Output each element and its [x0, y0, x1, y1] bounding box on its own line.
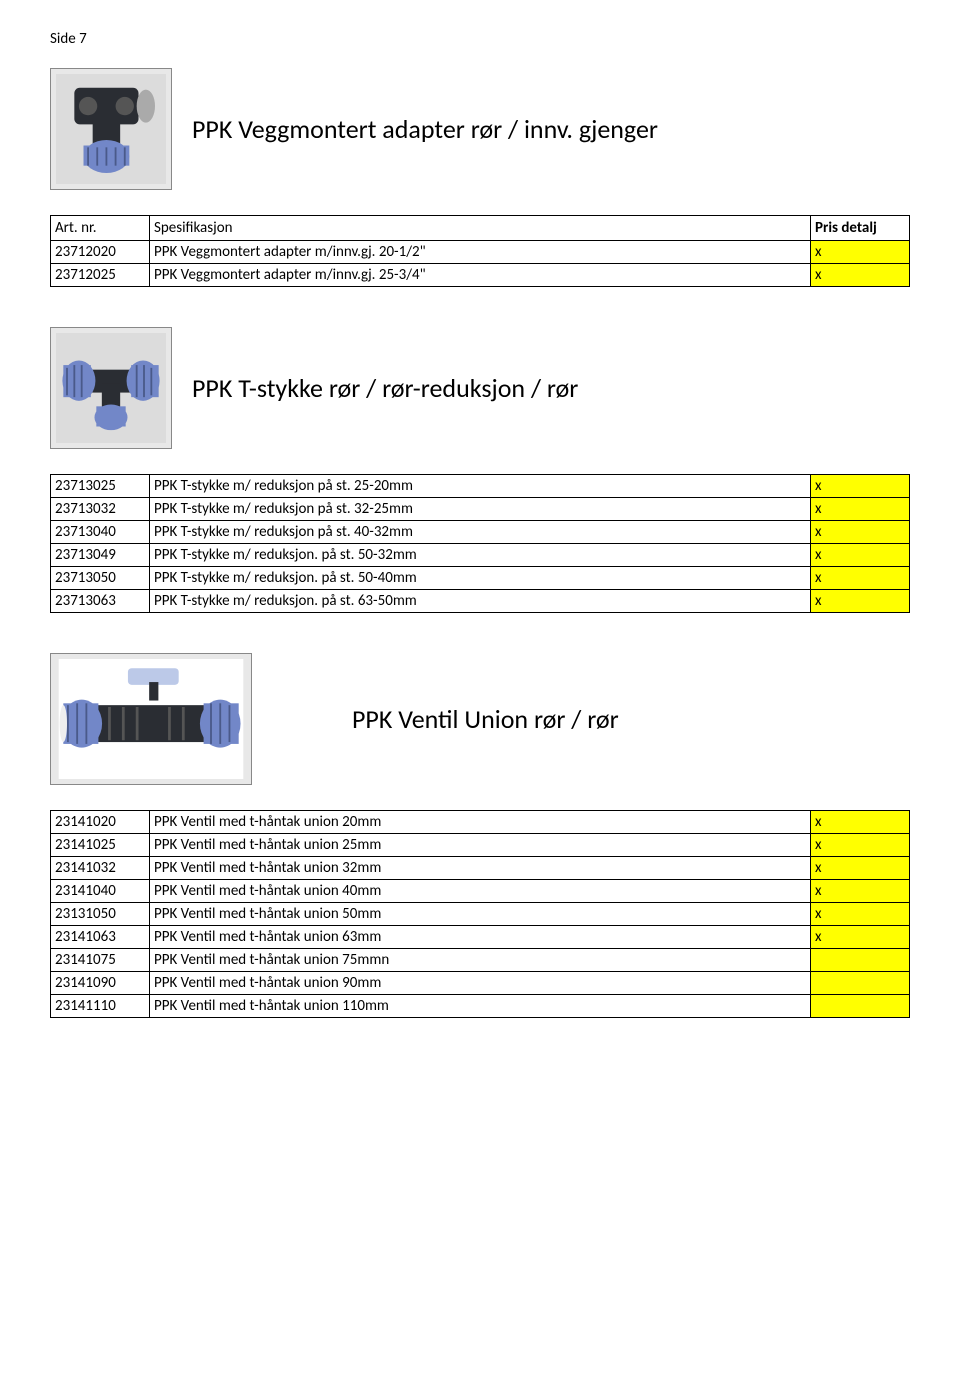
cell-spec: PPK Ventil med t-håntak union 20mm	[150, 811, 811, 834]
cell-spec: PPK Ventil med t-håntak union 32mm	[150, 857, 811, 880]
cell-pris: x	[811, 926, 910, 949]
cell-spec: PPK Ventil med t-håntak union 75mmn	[150, 949, 811, 972]
table-row: 23713049 PPK T-stykke m/ reduksjon. på s…	[51, 544, 910, 567]
table-row: 23712025 PPK Veggmontert adapter m/innv.…	[51, 264, 910, 287]
cell-spec: PPK T-stykke m/ reduksjon på st. 40-32mm	[150, 521, 811, 544]
cell-art: 23141025	[51, 834, 150, 857]
cell-pris: x	[811, 880, 910, 903]
cell-spec: PPK Ventil med t-håntak union 25mm	[150, 834, 811, 857]
cell-pris: x	[811, 544, 910, 567]
cell-pris: x	[811, 834, 910, 857]
cell-spec: PPK T-stykke m/ reduksjon på st. 25-20mm	[150, 475, 811, 498]
table-row: 23131050 PPK Ventil med t-håntak union 5…	[51, 903, 910, 926]
cell-art: 23141090	[51, 972, 150, 995]
product-table: 23713025 PPK T-stykke m/ reduksjon på st…	[50, 474, 910, 613]
cell-art: 23713025	[51, 475, 150, 498]
product-table: 23141020 PPK Ventil med t-håntak union 2…	[50, 810, 910, 1018]
cell-art: 23141020	[51, 811, 150, 834]
table-row: 23713025 PPK T-stykke m/ reduksjon på st…	[51, 475, 910, 498]
table-header-row: Art. nr. Spesifikasjon Pris detalj	[51, 216, 910, 241]
cell-pris	[811, 995, 910, 1018]
product-image	[50, 653, 252, 785]
cell-art: 23713049	[51, 544, 150, 567]
page-number: Side 7	[50, 30, 910, 48]
cell-pris	[811, 949, 910, 972]
cell-pris: x	[811, 475, 910, 498]
product-image	[50, 68, 172, 190]
cell-art: 23713032	[51, 498, 150, 521]
cell-spec: PPK Ventil med t-håntak union 110mm	[150, 995, 811, 1018]
table-row: 23713032 PPK T-stykke m/ reduksjon på st…	[51, 498, 910, 521]
cell-art: 23131050	[51, 903, 150, 926]
section-header: PPK Ventil Union rør / rør	[50, 653, 910, 785]
cell-art: 23141063	[51, 926, 150, 949]
cell-pris: x	[811, 590, 910, 613]
col-spec-header: Spesifikasjon	[150, 216, 811, 241]
table-row: 23141110 PPK Ventil med t-håntak union 1…	[51, 995, 910, 1018]
cell-spec: PPK T-stykke m/ reduksjon på st. 32-25mm	[150, 498, 811, 521]
cell-art: 23141032	[51, 857, 150, 880]
table-row: 23713040 PPK T-stykke m/ reduksjon på st…	[51, 521, 910, 544]
cell-art: 23712025	[51, 264, 150, 287]
cell-pris	[811, 972, 910, 995]
table-row: 23141075 PPK Ventil med t-håntak union 7…	[51, 949, 910, 972]
cell-spec: PPK T-stykke m/ reduksjon. på st. 50-40m…	[150, 567, 811, 590]
cell-spec: PPK Veggmontert adapter m/innv.gj. 20-1/…	[150, 241, 811, 264]
product-section: PPK Veggmontert adapter rør / innv. gjen…	[50, 68, 910, 287]
cell-spec: PPK Ventil med t-håntak union 63mm	[150, 926, 811, 949]
table-row: 23141032 PPK Ventil med t-håntak union 3…	[51, 857, 910, 880]
cell-pris: x	[811, 241, 910, 264]
cell-art: 23141040	[51, 880, 150, 903]
cell-art: 23713063	[51, 590, 150, 613]
product-image	[50, 327, 172, 449]
cell-art: 23141075	[51, 949, 150, 972]
cell-pris: x	[811, 521, 910, 544]
table-row: 23141020 PPK Ventil med t-håntak union 2…	[51, 811, 910, 834]
table-row: 23141025 PPK Ventil med t-håntak union 2…	[51, 834, 910, 857]
cell-spec: PPK T-stykke m/ reduksjon. på st. 50-32m…	[150, 544, 811, 567]
section-title: PPK Veggmontert adapter rør / innv. gjen…	[192, 113, 658, 145]
section-header: PPK Veggmontert adapter rør / innv. gjen…	[50, 68, 910, 190]
product-section: PPK Ventil Union rør / rør 23141020 PPK …	[50, 653, 910, 1018]
cell-pris: x	[811, 264, 910, 287]
product-section: PPK T-stykke rør / rør-reduksjon / rør 2…	[50, 327, 910, 613]
cell-pris: x	[811, 811, 910, 834]
col-art-header: Art. nr.	[51, 216, 150, 241]
table-row: 23713063 PPK T-stykke m/ reduksjon. på s…	[51, 590, 910, 613]
col-pris-header: Pris detalj	[811, 216, 910, 241]
table-row: 23141090 PPK Ventil med t-håntak union 9…	[51, 972, 910, 995]
cell-spec: PPK Ventil med t-håntak union 50mm	[150, 903, 811, 926]
cell-art: 23712020	[51, 241, 150, 264]
cell-art: 23141110	[51, 995, 150, 1018]
table-row: 23141040 PPK Ventil med t-håntak union 4…	[51, 880, 910, 903]
cell-spec: PPK Ventil med t-håntak union 90mm	[150, 972, 811, 995]
cell-pris: x	[811, 567, 910, 590]
table-row: 23712020 PPK Veggmontert adapter m/innv.…	[51, 241, 910, 264]
cell-pris: x	[811, 857, 910, 880]
cell-pris: x	[811, 903, 910, 926]
cell-pris: x	[811, 498, 910, 521]
cell-spec: PPK Veggmontert adapter m/innv.gj. 25-3/…	[150, 264, 811, 287]
cell-art: 23713040	[51, 521, 150, 544]
section-title: PPK T-stykke rør / rør-reduksjon / rør	[192, 372, 578, 404]
cell-art: 23713050	[51, 567, 150, 590]
table-row: 23141063 PPK Ventil med t-håntak union 6…	[51, 926, 910, 949]
product-table: Art. nr. Spesifikasjon Pris detalj 23712…	[50, 215, 910, 287]
cell-spec: PPK Ventil med t-håntak union 40mm	[150, 880, 811, 903]
cell-spec: PPK T-stykke m/ reduksjon. på st. 63-50m…	[150, 590, 811, 613]
section-header: PPK T-stykke rør / rør-reduksjon / rør	[50, 327, 910, 449]
section-title: PPK Ventil Union rør / rør	[352, 703, 619, 735]
table-row: 23713050 PPK T-stykke m/ reduksjon. på s…	[51, 567, 910, 590]
